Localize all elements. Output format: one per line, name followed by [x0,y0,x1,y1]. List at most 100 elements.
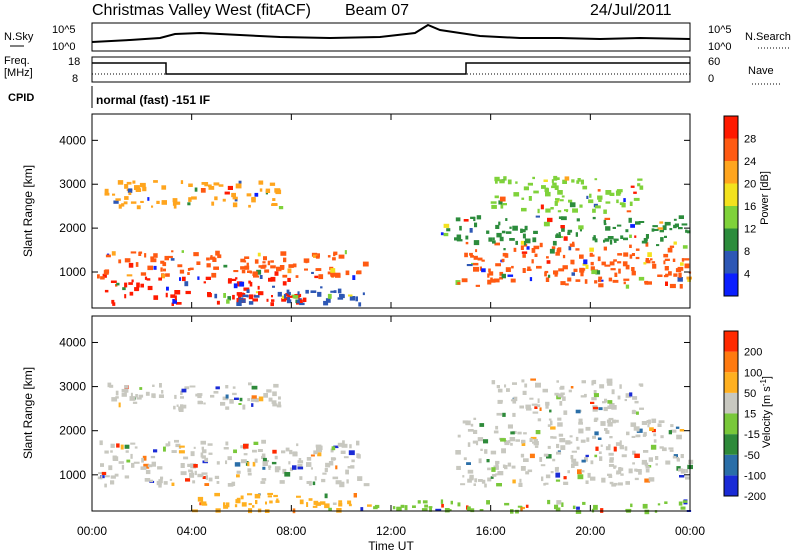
scatter-cell [313,450,318,455]
scatter-cell [144,478,151,482]
scatter-cell [252,449,257,453]
scatter-cell [455,217,461,222]
x-tick-label: 04:00 [177,524,207,538]
scatter-cell [304,268,308,271]
colorbar-tick-label: -100 [744,470,766,482]
scatter-cell [150,256,154,259]
scatter-cell [600,444,603,447]
scatter-cell [330,271,336,277]
scatter-cell [367,504,372,507]
scatter-cell [624,399,627,402]
scatter-cell [576,506,580,510]
scatter-cell [363,483,370,487]
scatter-cell [256,269,262,275]
scatter-cell [536,265,542,269]
scatter-cell [590,266,595,271]
scatter-cell [276,498,279,502]
scatter-cell [159,383,162,388]
scatter-cell [246,295,249,298]
scatter-cell [517,505,523,508]
scatter-cell [456,239,463,242]
scatter-cell [595,446,599,451]
colorbar-swatch [724,228,738,251]
scatter-cell [251,403,254,407]
scatter-cell [659,446,664,449]
scatter-cell [499,236,504,242]
scatter-cell [674,223,679,228]
scatter-cell [634,235,637,238]
scatter-cell [504,502,510,506]
scatter-cell [235,499,241,504]
scatter-cell [197,473,204,478]
scatter-cell [136,397,142,400]
scatter-cell [647,423,650,428]
scatter-cell [592,406,599,410]
time-axis-labels: 00:00 04:00 08:00 12:00 16:00 20:00 00:00 [77,524,705,538]
scatter-cell [163,481,168,485]
scatter-cell [490,450,497,455]
x-tick-label: 12:00 [376,524,406,538]
scatter-cell [328,507,332,512]
scatter-cell [498,200,503,205]
scatter-cell [259,188,263,192]
scatter-cell [535,382,541,388]
scatter-cell [684,258,690,261]
scatter-cell [161,185,167,190]
scatter-cell [492,240,496,244]
scatter-cell [609,457,614,461]
scatter-cell [272,285,275,288]
scatter-cell [633,426,640,431]
scatter-cell [213,391,219,394]
scatter-cell [669,228,673,231]
scatter-cell [539,242,543,248]
scatter-cell [502,252,507,257]
scatter-cell [620,235,624,239]
scatter-cell [223,502,226,507]
scatter-cell [160,260,165,264]
scatter-cell [496,385,500,389]
scatter-cell [518,482,523,487]
scatter-cell [593,393,599,398]
scatter-cell [556,500,562,505]
scatter-cell [607,381,613,386]
scatter-cell [247,398,250,402]
scatter-cell [635,256,640,260]
scatter-cell [227,279,232,284]
scatter-cell [144,253,147,258]
scatter-cell [246,262,249,266]
scatter-cell [645,242,649,247]
scatter-cell [266,298,269,302]
scatter-cell [611,419,616,424]
scatter-cell [274,466,281,471]
scatter-cell [417,500,421,504]
y-tick-label: 3000 [59,177,86,191]
scatter-cell [313,254,318,258]
scatter-cell [635,221,641,225]
scatter-cell [594,454,598,458]
scatter-cell [476,215,482,220]
scatter-cell [513,396,518,402]
scatter-cell [581,380,586,384]
nsearch-tick-high: 10^5 [708,24,732,36]
scatter-cell [279,265,285,269]
scatter-cell [554,201,558,206]
scatter-cell [429,507,432,512]
scatter-cell [608,417,614,421]
scatter-cell [547,274,551,278]
scatter-cell [545,401,550,406]
scatter-cell [570,455,574,460]
scatter-cell [624,446,628,451]
scatter-cell [105,254,111,258]
scatter-cell [595,270,601,275]
colorbar-tick-label: 28 [744,134,756,146]
scatter-cell [257,252,261,257]
scatter-cell [146,278,151,281]
scatter-cell [124,388,129,393]
scatter-cell [467,478,472,483]
scatter-cell [151,393,156,398]
scatter-cell [555,198,560,201]
scatter-cell [512,398,515,402]
scatter-cell [551,246,556,250]
scatter-cell [599,456,603,461]
scatter-cell [651,418,657,423]
